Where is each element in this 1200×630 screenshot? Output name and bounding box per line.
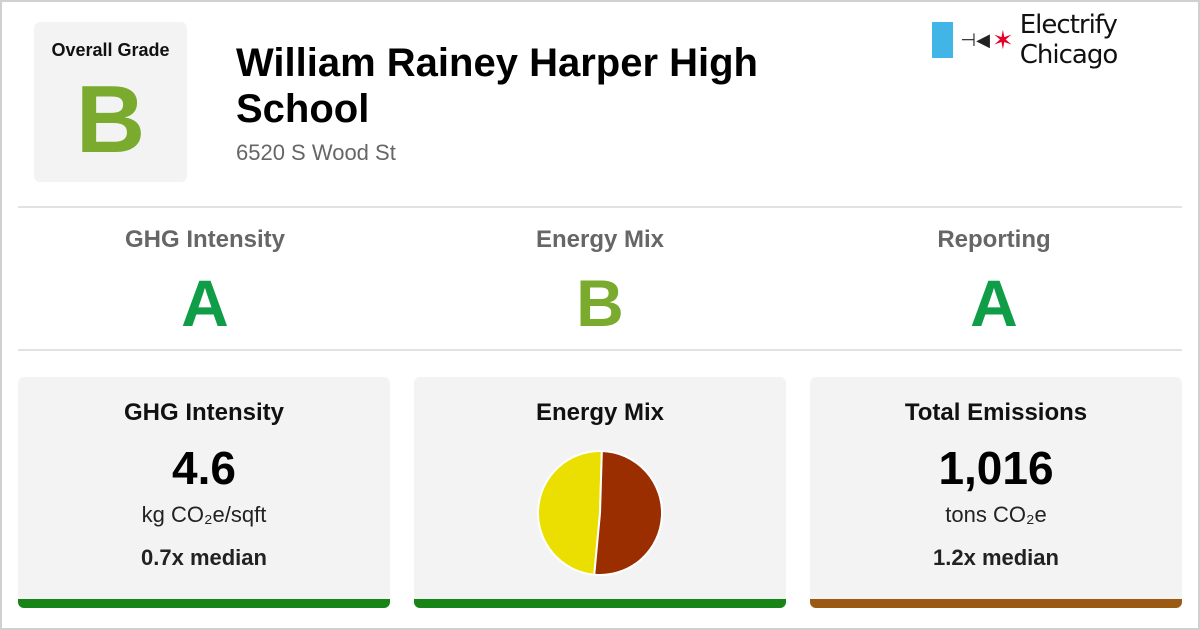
energy-mix-card: Energy Mix [414,377,786,608]
total-emissions-card: Total Emissions 1,016 tons CO₂e 1.2x med… [810,377,1182,608]
ghg-card-median: 0.7x median [141,545,267,570]
building-address: 6520 S Wood St [236,140,396,165]
total-card-title: Total Emissions [904,399,1088,426]
overall-grade-box: Overall Grade B [34,22,187,182]
subgrade-reporting-label: Reporting [937,226,1051,253]
building-name: William Rainey Harper High School [236,41,758,131]
subgrade-ghg-letter: A [181,266,229,340]
ghg-card-title: GHG Intensity [123,399,285,426]
flag-icon [932,22,954,58]
total-card-median: 1.2x median [933,545,1059,570]
subgrade-energy-mix: Energy Mix B [403,226,797,336]
overall-grade-label: Overall Grade [51,40,170,60]
subgrade-reporting-letter: A [970,266,1018,340]
electrify-chicago-logo[interactable]: ⊣◀ ✶ Electrify Chicago [932,10,1200,70]
overall-grade-letter: B [75,66,146,173]
pie-slice-0 [537,450,603,576]
energy-mix-card-title: Energy Mix [535,399,665,426]
subgrade-ghg-label: GHG Intensity [124,226,286,253]
pie-slice-1 [593,449,663,576]
total-card-value: 1,016 [938,442,1054,494]
ghg-card-value: 4.6 [172,442,236,494]
divider-top [18,206,1182,208]
ghg-card-status-bar [18,599,390,608]
subgrade-reporting: Reporting A [797,226,1191,336]
energy-mix-card-status-bar [414,599,786,608]
subgrade-energy-mix-label: Energy Mix [535,226,665,253]
logo-text: Electrify Chicago [1019,10,1119,70]
ghg-card-unit: kg CO₂e/sqft [141,502,267,527]
plug-icon: ⊣◀ [960,29,990,50]
star-icon: ✶ [991,25,1014,55]
subgrade-energy-mix-letter: B [576,266,624,340]
total-card-unit: tons CO₂e [945,502,1047,527]
subgrade-ghg: GHG Intensity A [8,226,402,336]
total-card-status-bar [810,599,1182,608]
divider-middle [18,349,1182,351]
energy-mix-pie-chart [537,449,663,576]
ghg-intensity-card: GHG Intensity 4.6 kg CO₂e/sqft 0.7x medi… [18,377,390,608]
